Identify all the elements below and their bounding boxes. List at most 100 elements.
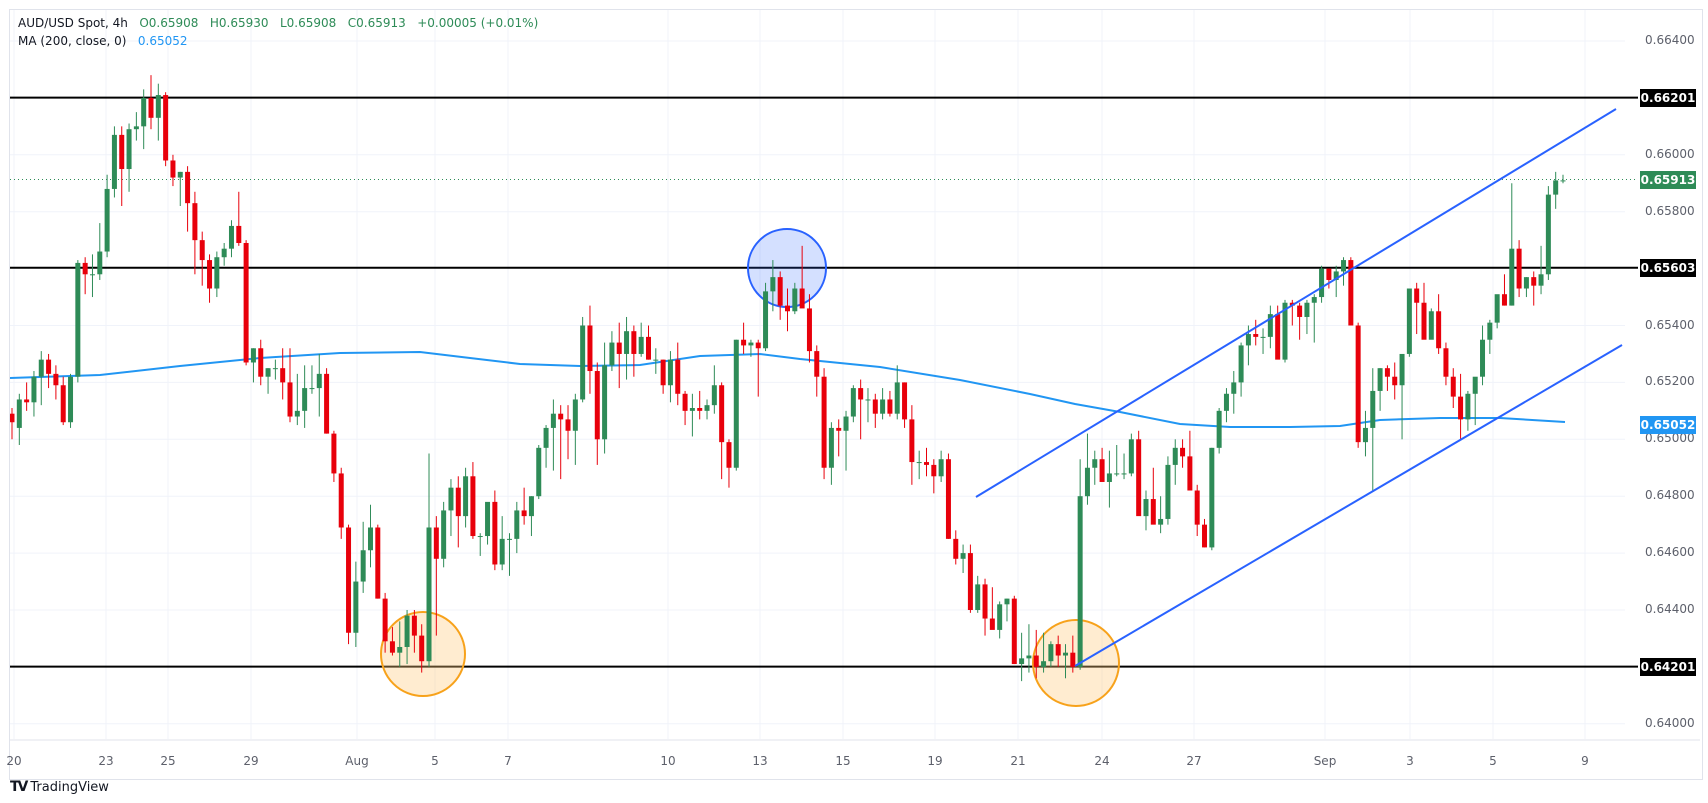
price-tick-label: 0.64800 [1645,488,1695,503]
candle-up [221,248,227,258]
candle-down [616,342,622,354]
candle-up [1238,345,1244,383]
candle-down [872,399,878,414]
candle-up [1545,194,1551,275]
candle-up [1319,268,1325,298]
candle-up [667,359,673,386]
candle-up [938,459,944,477]
candle-up [550,413,556,428]
candle-down [411,615,417,636]
candle-down [1150,499,1156,525]
candle-down [287,382,293,417]
candle-down [521,510,527,517]
price-tick-label: 0.66000 [1645,146,1695,161]
candle-up [265,368,271,377]
candle-down [806,308,812,352]
candle-up [1128,439,1134,474]
candle-down [594,371,600,440]
upper-channel-trendline [975,108,1617,498]
time-tick-label: 5 [431,754,439,768]
candle-up [463,476,469,517]
candle-up [68,376,74,423]
candle-down [1414,288,1420,303]
candle-down [1033,655,1039,667]
candle-down [836,427,842,431]
candle-down [587,325,593,372]
candle-up [1004,598,1010,605]
open-value: O0.65908 [139,16,199,30]
candle-up [653,359,659,361]
candle-up [133,126,139,130]
candle-down [1070,652,1076,667]
time-tick-label: 27 [1186,754,1202,768]
candle-up [1172,447,1178,465]
candle-down [1531,277,1537,286]
time-tick-label: 21 [1010,754,1026,768]
candle-up [1216,410,1222,448]
time-tick-label: 9 [1581,754,1589,768]
candle-up [1114,473,1120,475]
candle-up [1399,353,1405,386]
candle-up [1428,311,1434,340]
candle-down [989,618,995,630]
candle-up [441,510,447,559]
candle-up [272,368,278,370]
candle-down [645,336,651,360]
candle-down [660,359,666,386]
candle-down [492,501,498,565]
ma-legend: MA (200, close, 0) 0.65052 [18,34,188,48]
candle-up [704,405,710,411]
candle-down [821,376,827,468]
candle-down [799,288,805,309]
candle-up [689,408,695,411]
candle-down [909,419,915,463]
candle-up [543,427,549,448]
candle-up [1143,499,1149,517]
candle-up [880,399,886,414]
candle-down [1275,314,1281,360]
candle-up [506,538,512,540]
candle-up [792,288,798,312]
candle-up [316,373,322,389]
symbol-title[interactable]: AUD/USD Spot, 4h [18,16,128,30]
candle-down [858,388,864,400]
candle-up [16,399,22,428]
candle-up [426,527,432,662]
candle-down [346,527,352,633]
candle-up [177,171,183,178]
candle-up [1121,473,1127,475]
price-tag: 0.65913 [1640,170,1696,189]
candle-up [602,365,608,440]
candle-up [75,262,81,377]
candle-up [1523,277,1529,289]
price-tag: 0.65052 [1640,415,1696,434]
candle-up [580,325,586,400]
candle-down [741,339,747,346]
candle-up [536,447,542,497]
candle-up [404,615,410,647]
ma-value: 0.65052 [137,34,188,48]
candle-down [1253,334,1259,337]
candle-up [638,336,644,354]
candle-up [1487,322,1493,340]
candle-down [785,305,790,312]
candle-up [828,427,834,468]
candle-up [1223,393,1229,411]
candle-down [163,95,169,161]
candle-down [945,459,951,539]
candle-up [1231,382,1237,394]
candle-up [1465,393,1471,420]
candle-down [887,399,893,414]
chart-plot[interactable] [10,10,1700,760]
candle-down [53,373,59,386]
candle-up [1406,288,1412,354]
candle-down [389,641,395,653]
candle-down [565,419,571,431]
tradingview-brand[interactable]: TV TradingView [10,779,109,795]
candle-down [1443,348,1449,377]
candle-up [1560,180,1566,182]
candle-up [1480,339,1486,377]
candle-up [250,348,256,363]
ma-label[interactable]: MA (200, close, 0) [18,34,127,48]
price-tick-label: 0.65000 [1645,431,1695,446]
